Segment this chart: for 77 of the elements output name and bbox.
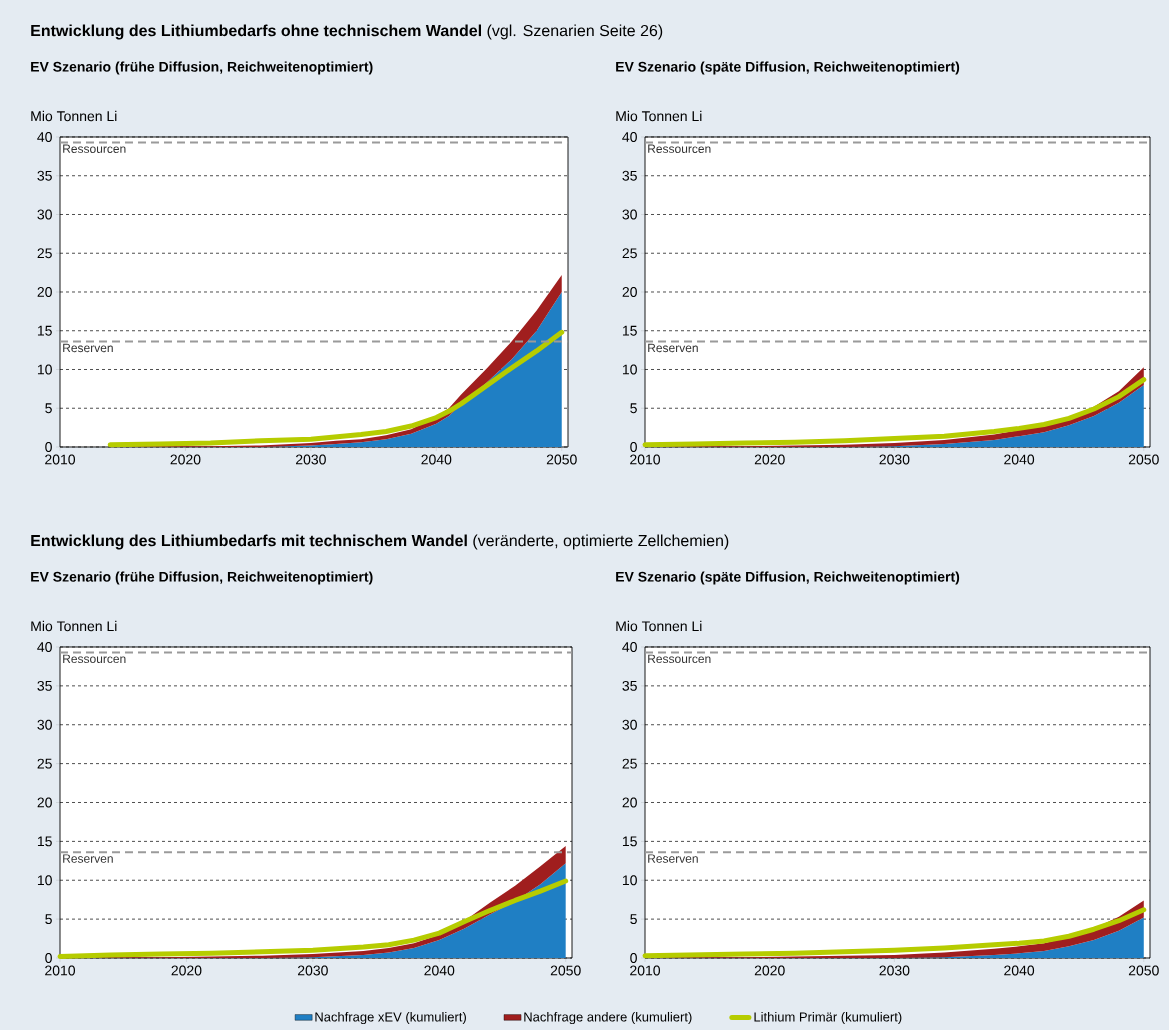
ref-line-label: Ressourcen: [63, 654, 126, 663]
y-tick-label: 15: [622, 836, 637, 847]
y-axis-title: Mio Tonnen Li: [616, 620, 702, 632]
y-tick-label: 30: [622, 719, 637, 730]
chart-subtitle: EV Szenario (frühe Diffusion, Reichweitenoptimiert): [31, 61, 373, 75]
x-tick-label: 2020: [171, 965, 202, 976]
y-tick-label: 25: [37, 248, 52, 259]
y-tick-label: 30: [37, 209, 52, 220]
x-tick-label: 2020: [754, 454, 785, 465]
y-tick-label: 10: [37, 364, 52, 375]
y-tick-label: 0: [630, 953, 637, 963]
y-tick-label: 0: [45, 442, 52, 452]
y-tick-label: 30: [622, 209, 637, 220]
x-tick-label: 2050: [550, 965, 581, 976]
y-tick-label: 30: [37, 719, 52, 730]
chart-subtitle: EV Szenario (späte Diffusion, Reichweitenoptimiert): [616, 61, 960, 75]
y-tick-label: 40: [37, 642, 52, 652]
x-tick-label: 2010: [630, 454, 661, 465]
chart-subtitle: EV Szenario (frühe Diffusion, Reichweitenoptimiert): [31, 571, 373, 585]
y-tick-label: 35: [622, 170, 637, 181]
y-axis-title: Mio Tonnen Li: [31, 110, 117, 122]
y-tick-label: 40: [622, 132, 637, 142]
chart-title: Entwicklung des Lithiumbedarfs ohne technischem Wandel (vgl. Szenarien Seite 26): [31, 24, 663, 40]
legend-label: Lithium Primär (kumuliert): [754, 1011, 902, 1025]
x-tick-label: 2040: [1004, 454, 1035, 465]
y-tick-label: 25: [622, 248, 637, 259]
y-tick-label: 5: [45, 403, 52, 414]
x-tick-label: 2050: [1128, 965, 1159, 976]
y-tick-label: 5: [630, 914, 637, 925]
y-tick-label: 20: [37, 797, 52, 808]
y-tick-label: 15: [37, 836, 52, 847]
x-tick-label: 2040: [1004, 965, 1035, 976]
y-tick-label: 10: [622, 364, 637, 375]
x-tick-label: 2040: [421, 454, 452, 465]
ref-line-label: Reserven: [63, 854, 113, 863]
ref-line-label: Reserven: [63, 343, 113, 353]
x-tick-label: 2040: [424, 965, 455, 976]
ref-line-label: Reserven: [648, 343, 698, 353]
ref-line-label: Ressourcen: [648, 144, 711, 153]
y-tick-label: 0: [45, 953, 52, 963]
x-tick-label: 2030: [297, 965, 328, 976]
ref-line-label: Ressourcen: [648, 654, 711, 663]
x-tick-label: 2030: [879, 454, 910, 465]
y-tick-label: 10: [622, 875, 637, 886]
y-tick-label: 20: [622, 287, 637, 297]
ref-line-label: Reserven: [648, 854, 698, 863]
x-tick-label: 2030: [879, 965, 910, 976]
y-tick-label: 35: [37, 170, 52, 181]
y-tick-label: 25: [622, 758, 637, 769]
x-tick-label: 2030: [296, 454, 326, 465]
chart-title: Entwicklung des Lithiumbedarfs mit technischem Wandel (veränderte, optimierte Zellchemien): [31, 534, 729, 550]
x-tick-label: 2020: [170, 454, 201, 465]
y-axis-title: Mio Tonnen Li: [31, 620, 117, 632]
y-tick-label: 25: [37, 758, 52, 769]
ref-line-label: Ressourcen: [63, 144, 126, 153]
y-tick-label: 0: [630, 442, 637, 452]
y-tick-label: 20: [37, 287, 52, 297]
y-tick-label: 35: [622, 680, 637, 691]
y-tick-label: 35: [37, 680, 52, 691]
y-tick-label: 20: [622, 797, 637, 808]
x-tick-label: 2020: [754, 965, 785, 976]
y-tick-label: 5: [630, 403, 637, 414]
x-tick-label: 2050: [546, 454, 577, 465]
y-tick-label: 40: [37, 132, 52, 142]
y-tick-label: 15: [622, 325, 637, 336]
x-tick-label: 2050: [1128, 454, 1159, 465]
legend-label: Nachfrage xEV (kumuliert): [315, 1011, 466, 1025]
x-tick-label: 2010: [45, 965, 76, 976]
y-axis-title: Mio Tonnen Li: [616, 110, 702, 122]
y-tick-label: 40: [622, 642, 637, 652]
y-tick-label: 5: [45, 914, 52, 925]
y-tick-label: 10: [37, 875, 52, 886]
legend-label: Nachfrage andere (kumuliert): [524, 1011, 692, 1025]
x-tick-label: 2010: [45, 454, 76, 465]
chart-subtitle: EV Szenario (späte Diffusion, Reichweitenoptimiert): [616, 571, 960, 585]
x-tick-label: 2010: [630, 965, 661, 976]
y-tick-label: 15: [37, 325, 52, 336]
